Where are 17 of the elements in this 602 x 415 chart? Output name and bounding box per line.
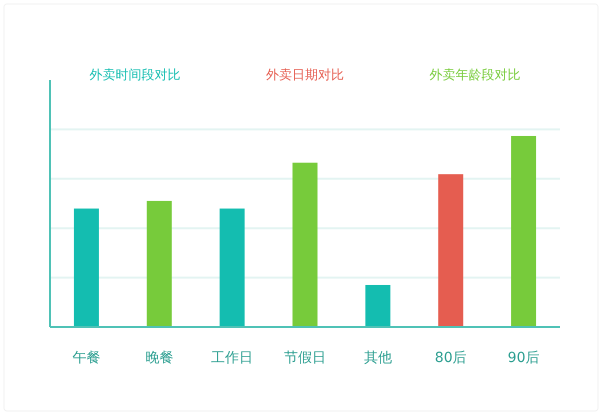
text: 外卖时间段对比	[90, 68, 180, 83]
x-tick-label: 午餐	[72, 350, 100, 366]
x-tick-label: 90后	[508, 350, 540, 366]
x-tick-label: 工作日	[211, 350, 254, 366]
bar	[438, 174, 464, 327]
x-tick-label: 80后	[434, 350, 467, 366]
bar	[365, 284, 390, 327]
x-tick-label: 晚餐	[145, 350, 174, 366]
text: 外卖日期对比	[266, 68, 344, 83]
bar	[74, 208, 99, 327]
bar	[220, 208, 245, 327]
x-tick-label: 节假日	[284, 350, 326, 366]
bar	[511, 136, 536, 327]
text: 外卖年龄段对比	[430, 68, 520, 83]
bar	[146, 200, 172, 327]
x-tick-label: 其他	[364, 350, 392, 366]
bar	[292, 162, 318, 327]
